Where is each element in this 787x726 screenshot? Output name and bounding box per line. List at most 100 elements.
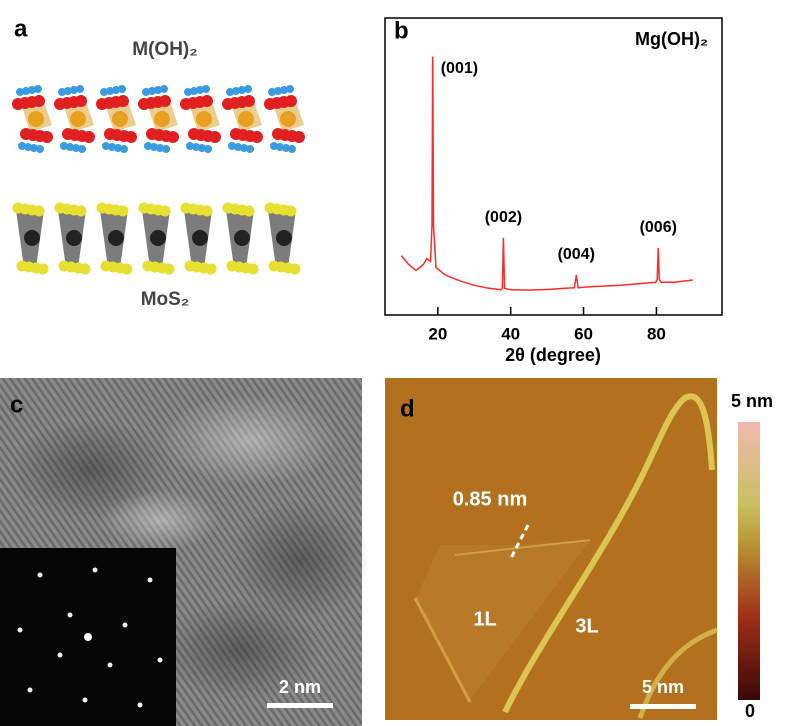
- s-atom: [205, 263, 217, 275]
- h-atom: [246, 145, 254, 153]
- h-atom: [118, 85, 126, 93]
- fft-spot: [107, 662, 113, 668]
- h-atom: [232, 87, 240, 95]
- annotation: 0.85 nm: [453, 488, 527, 510]
- peak-label: (002): [485, 209, 522, 226]
- metal-atom: [112, 111, 128, 127]
- mo-atom: [234, 230, 250, 246]
- fft-spot: [67, 612, 73, 618]
- ridge: [502, 393, 715, 714]
- h-atom: [16, 88, 24, 96]
- s-atom: [79, 263, 91, 275]
- h-atom: [186, 142, 194, 150]
- flake-1l: [415, 540, 590, 700]
- panel-d: d 0.85 nm 1L 3L 5 nm 5 nm 0: [385, 378, 773, 721]
- peak-label: (001): [441, 60, 478, 77]
- h-atom: [160, 85, 168, 93]
- h-atom: [60, 142, 68, 150]
- o-atom: [251, 131, 263, 143]
- h-atom: [78, 145, 86, 153]
- fft-spot: [17, 627, 23, 633]
- h-atom: [192, 143, 200, 151]
- h-atom: [268, 88, 276, 96]
- fft-spot: [27, 687, 33, 693]
- x-tick-label: 80: [647, 324, 666, 343]
- fft-spot: [84, 633, 92, 641]
- h-atom: [70, 86, 78, 94]
- mo-atom: [276, 230, 292, 246]
- colorbar: [738, 422, 760, 700]
- x-tick-label: 40: [501, 324, 520, 343]
- h-atom: [244, 85, 252, 93]
- mo-atom: [192, 230, 208, 246]
- panel-label: b: [394, 17, 409, 44]
- h-atom: [154, 86, 162, 94]
- panel-a: a M(OH)₂ MoS₂: [12, 15, 305, 310]
- h-atom: [184, 88, 192, 96]
- colorbar-label: 0: [745, 701, 755, 721]
- h-atom: [108, 143, 116, 151]
- fft-spot: [157, 657, 163, 663]
- h-atom: [76, 85, 84, 93]
- h-atom: [24, 143, 32, 151]
- contrast: [100, 490, 220, 550]
- o-atom: [167, 131, 179, 143]
- plot-frame: [384, 17, 723, 316]
- contrast: [230, 500, 370, 620]
- h-atom: [36, 145, 44, 153]
- h-atom: [148, 87, 156, 95]
- h-atom: [64, 87, 72, 95]
- flake-edge: [454, 539, 591, 556]
- caption: MoS₂: [141, 289, 190, 310]
- h-atom: [196, 86, 204, 94]
- s-atom: [285, 205, 297, 217]
- h-atom: [142, 88, 150, 96]
- metal-atom: [280, 111, 296, 127]
- o-atom: [159, 95, 171, 107]
- o-atom: [75, 95, 87, 107]
- h-atom: [228, 142, 236, 150]
- fft-spot: [82, 697, 88, 703]
- h-atom: [282, 144, 290, 152]
- o-atom: [41, 131, 53, 143]
- h-atom: [28, 86, 36, 94]
- h-atom: [198, 144, 206, 152]
- fft-spot: [137, 702, 143, 708]
- h-atom: [150, 143, 158, 151]
- x-tick-label: 60: [574, 324, 593, 343]
- h-atom: [112, 86, 120, 94]
- scale-bar: [630, 704, 696, 709]
- o-atom: [201, 95, 213, 107]
- s-atom: [243, 205, 255, 217]
- h-atom: [34, 85, 42, 93]
- h-atom: [226, 88, 234, 96]
- h-atom: [144, 142, 152, 150]
- mo-atom: [24, 230, 40, 246]
- scale-bar-label: 2 nm: [279, 677, 321, 697]
- metal-atom: [154, 111, 170, 127]
- h-atom: [30, 144, 38, 152]
- fft-spot: [37, 572, 43, 578]
- h-atom: [240, 144, 248, 152]
- chart-title: Mg(OH)₂: [635, 29, 708, 49]
- s-atom: [121, 263, 133, 275]
- mo-atom: [150, 230, 166, 246]
- scale-bar-label: 5 nm: [642, 677, 684, 697]
- h-atom: [22, 87, 30, 95]
- xrd-line: [400, 56, 693, 291]
- h-atom: [66, 143, 74, 151]
- s-atom: [33, 205, 45, 217]
- contrast: [160, 395, 340, 485]
- mo-atom: [66, 230, 82, 246]
- s-atom: [163, 263, 175, 275]
- h-atom: [102, 142, 110, 150]
- flake-edge: [413, 597, 472, 703]
- peak-label: (006): [640, 219, 677, 236]
- caption: M(OH)₂: [132, 39, 197, 60]
- x-tick-label: 20: [428, 324, 447, 343]
- x-axis-label: 2θ (degree): [505, 345, 601, 365]
- panel-label: d: [400, 395, 415, 422]
- h-atom: [18, 142, 26, 150]
- h-atom: [100, 88, 108, 96]
